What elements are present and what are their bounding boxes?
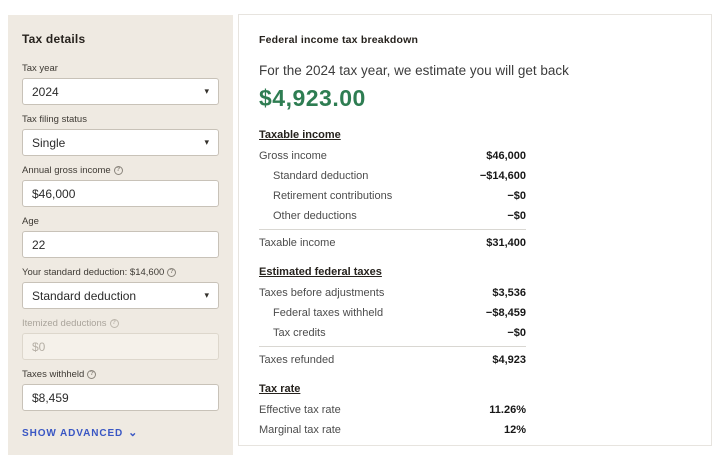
table-row: Other deductions −$0 — [259, 206, 526, 226]
table-row: Gross income $46,000 — [259, 146, 526, 166]
table-row: Marginal tax rate 12% — [259, 420, 526, 440]
row-label: Other deductions — [273, 210, 357, 222]
show-advanced-link[interactable]: SHOW ADVANCED ⌄ — [22, 427, 219, 440]
filing-status-select[interactable]: Single ▾ — [22, 129, 219, 156]
taxes-withheld-value: $8,459 — [32, 390, 69, 405]
table-row: Federal taxes withheld −$8,459 — [259, 303, 526, 323]
chevron-down-icon: ▾ — [204, 137, 209, 147]
filing-status-label: Tax filing status — [22, 114, 219, 125]
show-advanced-label: SHOW ADVANCED — [22, 428, 124, 439]
row-value: −$0 — [507, 327, 526, 339]
gross-income-input[interactable]: $46,000 — [22, 180, 219, 207]
row-label: Retirement contributions — [273, 190, 393, 202]
row-value: $4,923 — [492, 354, 526, 366]
field-gross-income: Annual gross income ? $46,000 — [22, 165, 219, 207]
table-row: Standard deduction −$14,600 — [259, 166, 526, 186]
standard-deduction-select[interactable]: Standard deduction ▾ — [22, 282, 219, 309]
itemized-deductions-input: $0 — [22, 333, 219, 360]
row-value: $3,536 — [492, 287, 526, 299]
info-icon[interactable]: ? — [87, 370, 97, 379]
row-label: Effective tax rate — [259, 404, 341, 416]
refund-subtitle: For the 2024 tax year, we estimate you w… — [259, 63, 569, 78]
row-value: −$0 — [507, 210, 526, 222]
field-itemized-deductions: Itemized deductions ? $0 — [22, 318, 219, 360]
gross-income-value: $46,000 — [32, 186, 76, 201]
itemized-deductions-label-text: Itemized deductions — [22, 318, 107, 329]
row-label: Gross income — [259, 150, 327, 162]
tax-year-label-text: Tax year — [22, 63, 58, 74]
age-input[interactable]: 22 — [22, 231, 219, 258]
breakdown-panel: Federal income tax breakdown For the 202… — [238, 14, 712, 446]
taxes-withheld-input[interactable]: $8,459 — [22, 384, 219, 411]
filing-status-value: Single — [32, 135, 66, 150]
taxes-withheld-label-text: Taxes withheld — [22, 369, 85, 380]
tax-details-sidebar: Tax details Tax year 2024 ▾ Tax filing s… — [8, 15, 233, 455]
row-label: Taxes refunded — [259, 354, 335, 366]
chevron-down-icon: ▾ — [204, 290, 209, 300]
age-label-text: Age — [22, 216, 39, 227]
field-taxes-withheld: Taxes withheld ? $8,459 — [22, 369, 219, 411]
section-heading: Taxable income — [259, 129, 341, 141]
taxes-withheld-label: Taxes withheld ? — [22, 369, 219, 380]
tax-year-value: 2024 — [32, 84, 59, 99]
info-icon[interactable]: ? — [167, 268, 177, 277]
field-standard-deduction: Your standard deduction: $14,600 ? Stand… — [22, 267, 219, 309]
standard-deduction-label: Your standard deduction: $14,600 ? — [22, 267, 219, 278]
row-label: Taxable income — [259, 237, 336, 249]
row-value: 12% — [503, 424, 526, 436]
table-row: Tax credits −$0 — [259, 323, 526, 343]
gross-income-label-text: Annual gross income — [22, 165, 111, 176]
table-row: Taxes before adjustments $3,536 — [259, 283, 526, 303]
row-label: Standard deduction — [273, 170, 369, 182]
field-age: Age 22 — [22, 216, 219, 258]
row-label: Taxes before adjustments — [259, 287, 385, 299]
section-heading: Tax rate — [259, 383, 301, 395]
info-icon: ? — [109, 319, 119, 328]
sidebar-title: Tax details — [22, 32, 86, 46]
chevron-down-icon: ⌄ — [128, 427, 139, 439]
gross-income-label: Annual gross income ? — [22, 165, 219, 176]
field-filing-status: Tax filing status Single ▾ — [22, 114, 219, 156]
row-value: $31,400 — [486, 237, 526, 249]
row-value: 11.26% — [489, 404, 526, 416]
row-label: Tax credits — [273, 327, 326, 339]
tax-year-select[interactable]: 2024 ▾ — [22, 78, 219, 105]
standard-deduction-label-text: Your standard deduction: $14,600 — [22, 267, 165, 278]
filing-status-label-text: Tax filing status — [22, 114, 87, 125]
row-value: −$14,600 — [479, 170, 526, 182]
info-icon[interactable]: ? — [113, 166, 123, 175]
section-heading: Estimated federal taxes — [259, 266, 382, 278]
total-row: Taxable income $31,400 — [259, 229, 526, 253]
age-value: 22 — [32, 237, 46, 252]
row-label: Federal taxes withheld — [273, 307, 384, 319]
chevron-down-icon: ▾ — [204, 86, 209, 96]
standard-deduction-value: Standard deduction — [32, 288, 137, 303]
row-label: Marginal tax rate — [259, 424, 341, 436]
section-tax-rate: Tax rate Effective tax rate 11.26% Margi… — [259, 383, 526, 440]
panel-title: Federal income tax breakdown — [259, 34, 419, 46]
row-value: −$0 — [507, 190, 526, 202]
section-taxable-income: Taxable income Gross income $46,000 Stan… — [259, 129, 526, 253]
row-value: −$8,459 — [485, 307, 526, 319]
section-estimated-federal-taxes: Estimated federal taxes Taxes before adj… — [259, 266, 526, 370]
itemized-deductions-label: Itemized deductions ? — [22, 318, 219, 329]
itemized-deductions-value: $0 — [32, 339, 46, 354]
row-value: $46,000 — [486, 150, 526, 162]
total-row: Taxes refunded $4,923 — [259, 346, 526, 370]
tax-year-label: Tax year — [22, 63, 219, 74]
table-row: Retirement contributions −$0 — [259, 186, 526, 206]
field-tax-year: Tax year 2024 ▾ — [22, 63, 219, 105]
refund-amount: $4,923.00 — [259, 85, 366, 111]
age-label: Age — [22, 216, 219, 227]
table-row: Effective tax rate 11.26% — [259, 400, 526, 420]
